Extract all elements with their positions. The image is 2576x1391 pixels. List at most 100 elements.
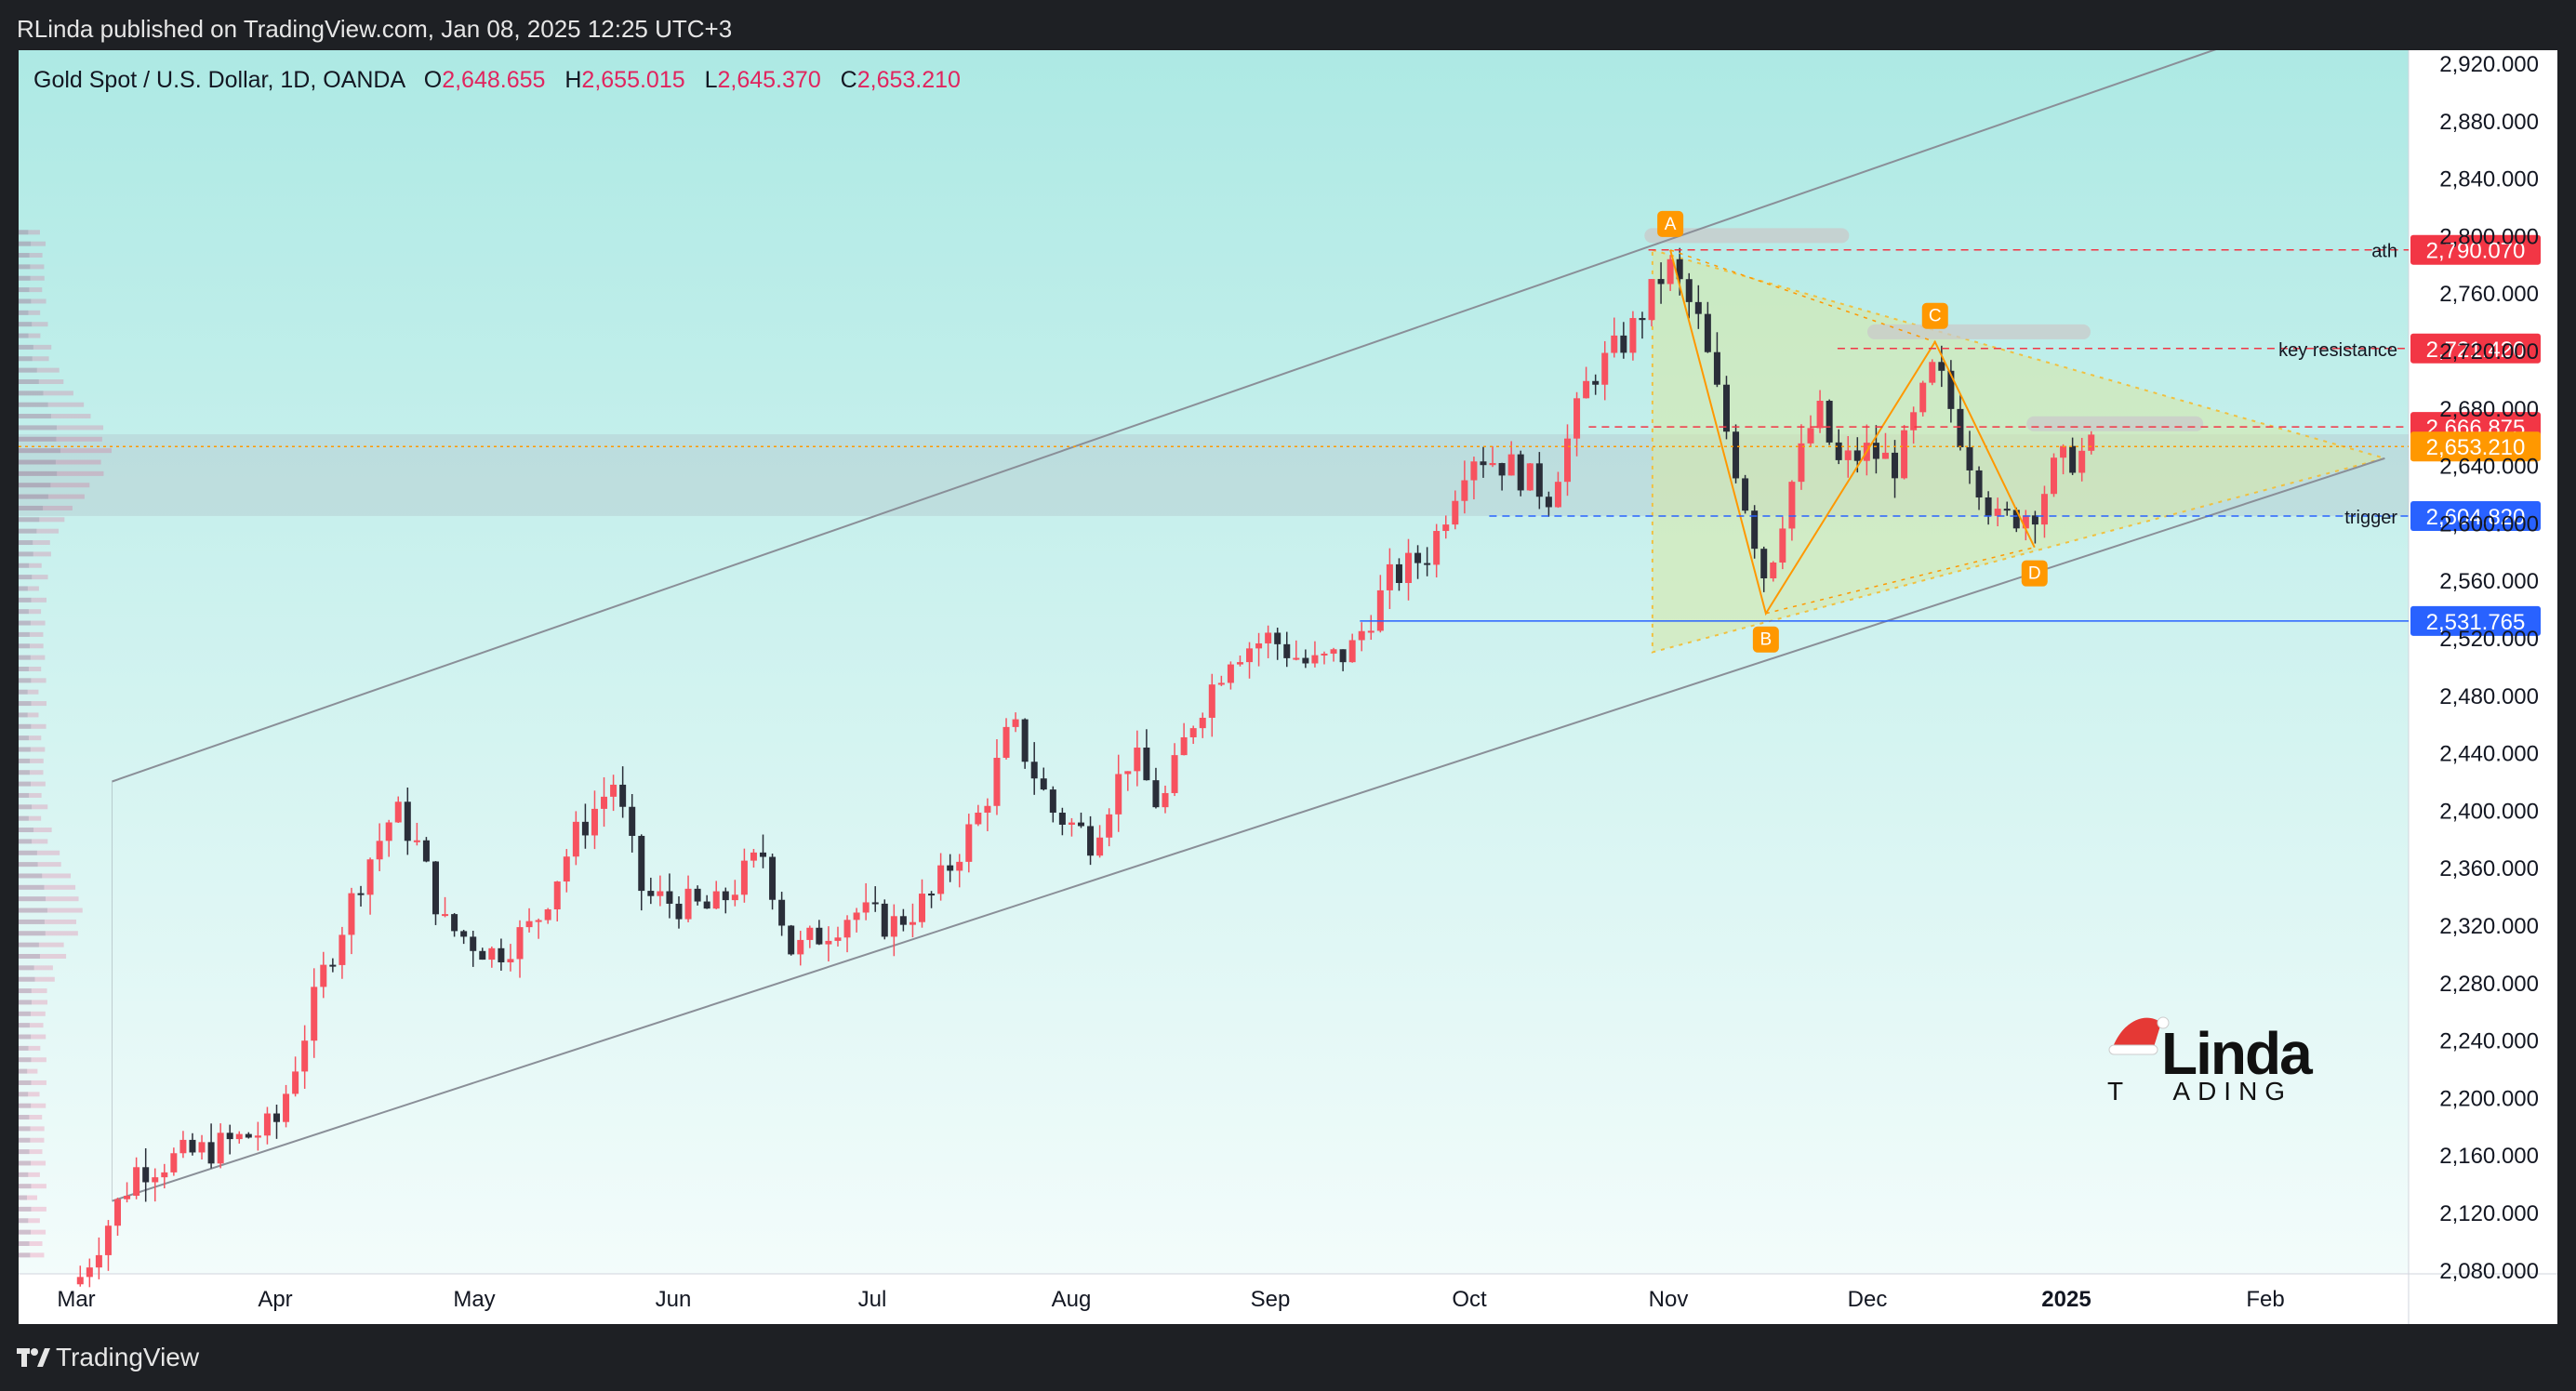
channel-upper-line[interactable]: [112, 50, 2226, 783]
pattern-point-a-badge[interactable]: [1657, 210, 1684, 237]
volume-profile-bar: [19, 884, 76, 890]
candle-body: [703, 901, 710, 909]
level-price-tag[interactable]: [2410, 431, 2541, 462]
low-value: 2,645.370: [717, 67, 821, 93]
volume-profile-bar: [19, 1149, 30, 1155]
candle-body: [1143, 748, 1150, 781]
candle-body: [1321, 653, 1328, 656]
candle-body: [1919, 382, 1927, 413]
x-tick-label: Feb: [2246, 1287, 2284, 1312]
candle-body: [320, 964, 327, 987]
candle-body: [1779, 528, 1786, 563]
candle-body: [1583, 380, 1590, 399]
volume-profile-bar: [19, 965, 53, 971]
candle-body: [479, 950, 486, 960]
candle-body: [1246, 648, 1254, 663]
time-axis-background: [19, 1274, 2557, 1324]
volume-profile-bar: [19, 378, 64, 384]
volume-profile-bar: [19, 1103, 32, 1108]
candle-body: [1770, 563, 1777, 579]
volume-profile-bar: [19, 919, 76, 924]
price-chart[interactable]: A B C D ath 2,790.070 key resistance 2,721.420…: [0, 50, 2576, 1324]
candle-body: [1274, 632, 1281, 644]
tradingview-icon: [17, 1348, 50, 1367]
y-tick-label: 2,400.000: [2439, 799, 2539, 824]
pattern-point-d-badge[interactable]: [2021, 560, 2048, 587]
volume-profile-bar: [19, 448, 60, 454]
candle-body: [843, 920, 851, 938]
candle-body: [1639, 318, 1646, 321]
candle-body: [881, 903, 888, 937]
candle-body: [1910, 412, 1918, 431]
volume-profile-bar: [19, 850, 37, 855]
candle-body: [460, 931, 468, 937]
volume-profile-bar: [19, 1092, 29, 1097]
volume-profile-bar: [19, 643, 30, 649]
volume-profile-bar: [19, 494, 85, 499]
symbol-label: Gold Spot / U.S. Dollar, 1D, OANDA: [33, 67, 405, 93]
candle-body: [553, 881, 561, 910]
volume-profile-bar: [19, 1057, 32, 1063]
candle-body: [1807, 428, 1814, 444]
candle-body: [1489, 463, 1496, 466]
tradingview-logo[interactable]: TradingView: [17, 1343, 199, 1372]
volume-profile-bar: [19, 655, 46, 660]
volume-profile-bar: [19, 575, 33, 580]
volume-profile-bar: [19, 655, 31, 660]
volume-profile-bar: [19, 942, 64, 947]
candle-body: [1003, 726, 1010, 759]
level-price-tag[interactable]: [2410, 234, 2541, 265]
pattern-point-label: C: [1929, 307, 1942, 326]
volume-profile-bar: [19, 470, 104, 476]
candle-body: [629, 806, 636, 836]
candle-body: [601, 796, 608, 809]
x-tick-label: 2025: [2041, 1287, 2091, 1312]
volume-profile-bar: [19, 839, 33, 844]
level-note: key resistance: [2278, 340, 2397, 361]
candle-body: [1947, 370, 1955, 409]
volume-profile-bar: [19, 953, 67, 959]
volume-profile-bar: [19, 356, 49, 362]
volume-profile-bar: [19, 873, 43, 879]
volume-profile-bar: [19, 815, 29, 821]
volume-profile-bar: [19, 1000, 47, 1005]
volume-profile-bar: [19, 1240, 30, 1246]
volume-profile-bar: [19, 1045, 41, 1051]
level-price-tag[interactable]: [2410, 605, 2541, 636]
volume-profile-bar: [19, 942, 39, 947]
candle-body: [1152, 780, 1160, 808]
candle-body: [272, 1113, 280, 1122]
volume-profile-bar: [19, 551, 33, 557]
candle-body: [366, 859, 374, 895]
abcd-pattern-line[interactable]: [1669, 249, 2036, 616]
pattern-point-b-badge[interactable]: [1752, 626, 1779, 653]
candle-body: [263, 1113, 271, 1136]
volume-profile-bar: [19, 1115, 43, 1120]
candle-body: [1021, 719, 1029, 762]
channel-lower-line[interactable]: [112, 457, 2385, 1202]
candle-body: [2078, 450, 2086, 473]
x-tick-label: Jun: [656, 1287, 692, 1312]
candle-body: [2022, 515, 2029, 529]
candle-body: [76, 1277, 84, 1285]
volume-profile-bar: [19, 253, 43, 258]
volume-profile-bar: [19, 540, 33, 546]
level-price-tag[interactable]: [2410, 500, 2541, 531]
volume-profile-bar: [19, 517, 65, 523]
candle-body: [1348, 640, 1356, 663]
volume-profile-bar: [19, 931, 78, 936]
volume-profile-bar: [19, 609, 42, 615]
volume-profile-bar: [19, 1195, 38, 1200]
volume-profile-bar: [19, 436, 57, 442]
y-tick-label: 2,280.000: [2439, 972, 2539, 997]
level-price-tag[interactable]: [2410, 333, 2541, 364]
candle-body: [1040, 778, 1047, 790]
volume-profile-bar: [19, 344, 33, 350]
publisher-bar: RLinda published on TradingView.com, Jan…: [0, 0, 2576, 50]
pattern-point-c-badge[interactable]: [1921, 302, 1948, 329]
footer-bar: TradingView: [0, 1324, 2576, 1391]
x-tick-label: Dec: [1848, 1287, 1888, 1312]
candle-body: [1816, 401, 1824, 429]
candle-body: [142, 1167, 150, 1183]
candle-body: [1189, 728, 1197, 737]
